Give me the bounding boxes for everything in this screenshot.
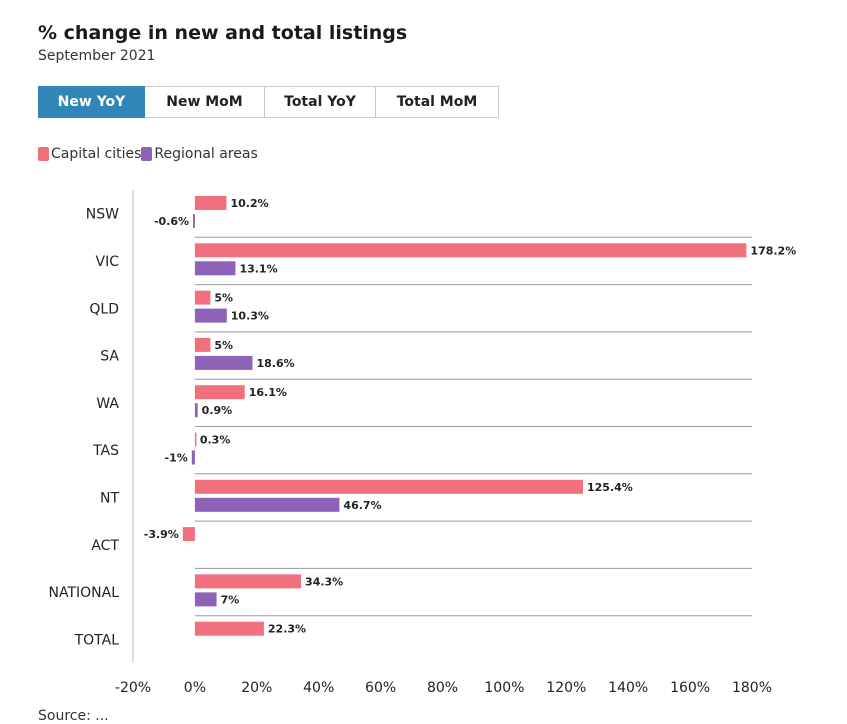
data-label-capital-cities-vic: 178.2% [750, 244, 796, 257]
data-label-capital-cities-wa: 16.1% [249, 386, 287, 399]
bar-regional-areas-nsw [193, 214, 195, 228]
category-label-act: ACT [91, 538, 119, 554]
legend-item-capital-cities[interactable]: Capital cities [38, 146, 141, 162]
data-label-capital-cities-tas: 0.3% [200, 434, 231, 447]
bar-regional-areas-sa [194, 355, 253, 370]
bar-regional-areas-tas [191, 450, 195, 465]
x-tick-label: 40% [303, 680, 334, 696]
x-tick-label: 140% [608, 680, 648, 696]
bar-regional-areas-nt [194, 497, 340, 512]
category-label-nsw: NSW [86, 207, 119, 223]
bar-regional-areas-wa [194, 403, 198, 418]
bar-capital-cities-vic [194, 243, 747, 258]
category-label-wa: WA [96, 396, 119, 412]
data-label-capital-cities-qld: 5% [214, 292, 233, 305]
bar-capital-cities-qld [194, 290, 211, 305]
data-label-capital-cities-nt: 125.4% [587, 481, 633, 494]
x-tick-label: 0% [184, 680, 206, 696]
category-label-sa: SA [100, 349, 119, 365]
legend-swatch-capital-cities [38, 147, 49, 161]
data-label-regional-areas-vic: 13.1% [239, 262, 277, 275]
bar-capital-cities-total [194, 621, 264, 636]
x-tick-label: -20% [115, 680, 151, 696]
bar-regional-areas-vic [194, 261, 236, 276]
x-tick-label: 160% [670, 680, 710, 696]
category-label-national: NATIONAL [48, 585, 119, 601]
x-tick-label: 100% [484, 680, 524, 696]
bar-capital-cities-nsw [194, 196, 227, 210]
legend-label-regional-areas: Regional areas [154, 146, 258, 162]
legend-label-capital-cities: Capital cities [51, 146, 142, 162]
x-tick-label: 180% [732, 680, 772, 696]
tab-total-yoy[interactable]: Total YoY [265, 86, 376, 118]
data-label-capital-cities-total: 22.3% [268, 623, 306, 636]
bar-capital-cities-act [182, 527, 195, 542]
data-label-regional-areas-tas: -1% [165, 452, 188, 465]
x-tick-label: 60% [365, 680, 396, 696]
x-tick-label: 20% [241, 680, 272, 696]
x-tick-label: 120% [546, 680, 586, 696]
bar-capital-cities-wa [194, 385, 245, 400]
data-label-regional-areas-wa: 0.9% [202, 404, 233, 417]
data-label-regional-areas-qld: 10.3% [231, 310, 269, 323]
category-label-nt: NT [100, 490, 119, 506]
data-label-regional-areas-national: 7% [221, 593, 240, 606]
chart-subtitle: September 2021 [38, 48, 156, 64]
data-label-regional-areas-nsw: -0.6% [154, 215, 189, 228]
metric-tabs: New YoY New MoM Total YoY Total MoM [38, 86, 499, 118]
source-note: Source: ... [38, 708, 109, 724]
data-label-capital-cities-act: -3.9% [144, 528, 179, 541]
tab-total-mom[interactable]: Total MoM [376, 86, 499, 118]
bar-capital-cities-sa [194, 337, 211, 352]
bar-capital-cities-tas [194, 432, 197, 447]
tab-new-mom[interactable]: New MoM [145, 86, 265, 118]
category-label-tas: TAS [92, 443, 119, 459]
data-label-capital-cities-nsw: 10.2% [230, 197, 268, 210]
data-label-capital-cities-sa: 5% [214, 339, 233, 352]
bar-regional-areas-national [194, 592, 217, 607]
data-label-capital-cities-national: 34.3% [305, 575, 343, 588]
legend-swatch-regional-areas [141, 147, 153, 161]
chart-legend: Capital cities Regional areas [38, 146, 258, 162]
bar-regional-areas-qld [194, 308, 227, 323]
category-label-total: TOTAL [74, 632, 120, 648]
bar-capital-cities-national [194, 574, 302, 589]
data-label-regional-areas-sa: 18.6% [256, 357, 294, 370]
data-label-regional-areas-nt: 46.7% [343, 499, 381, 512]
x-tick-label: 80% [427, 680, 458, 696]
category-label-qld: QLD [89, 301, 119, 317]
legend-item-regional-areas[interactable]: Regional areas [141, 146, 258, 162]
chart-title: % change in new and total listings [38, 22, 408, 44]
category-label-vic: VIC [96, 254, 120, 270]
bar-capital-cities-nt [194, 479, 584, 494]
tab-new-yoy[interactable]: New YoY [38, 86, 145, 118]
